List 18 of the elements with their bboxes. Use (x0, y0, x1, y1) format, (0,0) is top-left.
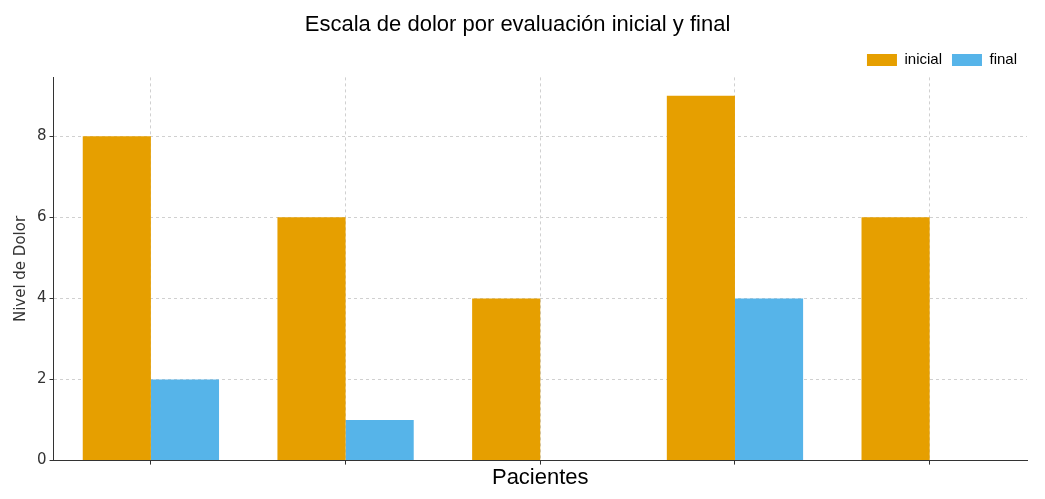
y-tick-label: 0 (37, 450, 47, 469)
bar (345, 420, 414, 461)
bar (734, 298, 804, 461)
chart-title: Escala de dolor por evaluación inicial y final (304, 11, 731, 37)
x-axis-title: Pacientes (491, 463, 589, 489)
y-tick-label: 6 (37, 207, 47, 226)
bar (472, 298, 541, 461)
y-tick-label: 2 (37, 369, 47, 388)
bar (861, 217, 930, 461)
bar (666, 95, 735, 461)
bar (150, 379, 220, 461)
legend-label: final (989, 50, 1018, 68)
bar (277, 217, 346, 461)
y-tick-label: 4 (37, 288, 47, 307)
y-axis-title: Nivel de Dolor (10, 215, 29, 323)
legend-label: inicial (904, 50, 942, 68)
bar (82, 136, 151, 461)
y-tick-label: 8 (37, 126, 47, 145)
